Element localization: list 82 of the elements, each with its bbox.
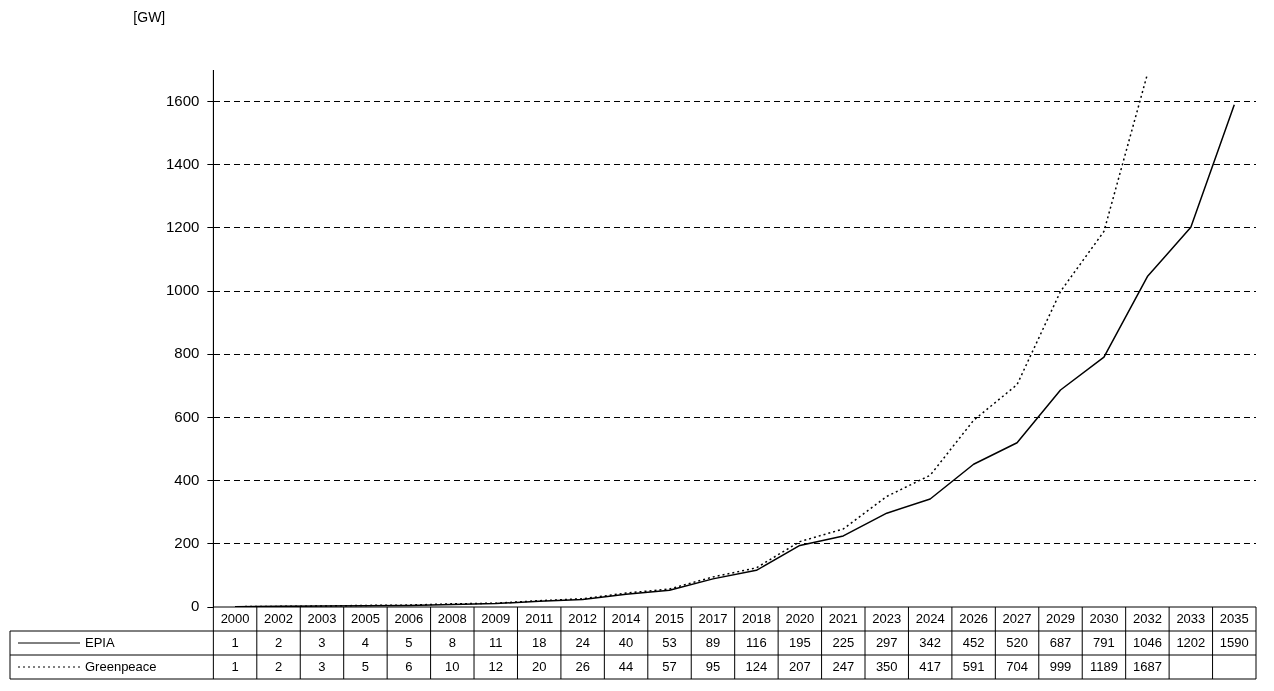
data-label: 124 xyxy=(745,658,768,674)
x-tick-label: 2008 xyxy=(437,610,467,626)
data-label: 20 xyxy=(531,658,547,674)
x-tick-label: 2027 xyxy=(1002,610,1032,626)
y-tick-label: 1600 xyxy=(165,91,200,109)
data-label: 18 xyxy=(531,634,547,650)
data-label: 4 xyxy=(361,634,370,650)
data-label: 520 xyxy=(1006,634,1028,650)
data-label: 342 xyxy=(919,634,942,650)
data-label: 24 xyxy=(575,634,590,650)
x-tick-label: 2023 xyxy=(872,610,902,626)
data-label: 195 xyxy=(789,634,811,650)
legend-label: EPIA xyxy=(85,634,115,650)
y-tick-label: 1400 xyxy=(165,154,200,172)
data-label: 1046 xyxy=(1132,634,1162,650)
y-tick-label: 1000 xyxy=(165,281,200,299)
data-label: 95 xyxy=(705,658,721,674)
x-tick-label: 2017 xyxy=(698,610,728,626)
data-label: 26 xyxy=(575,658,590,674)
x-tick-label: 2003 xyxy=(307,610,337,626)
x-tick-label: 2005 xyxy=(350,610,380,626)
x-tick-label: 2018 xyxy=(741,610,771,626)
x-tick-label: 2029 xyxy=(1046,610,1075,626)
data-label: 89 xyxy=(705,634,721,650)
x-tick-label: 2014 xyxy=(611,610,641,626)
data-label: 1189 xyxy=(1089,658,1118,674)
data-label: 2 xyxy=(274,634,283,650)
data-label: 1590 xyxy=(1219,634,1249,650)
data-label: 1 xyxy=(231,658,239,674)
data-label: 3 xyxy=(318,658,326,674)
data-label: 247 xyxy=(832,658,855,674)
x-tick-label: 2021 xyxy=(828,610,858,626)
x-tick-label: 2020 xyxy=(785,610,815,626)
x-tick-label: 2015 xyxy=(655,610,684,626)
y-tick-label: 600 xyxy=(174,407,200,425)
data-label: 225 xyxy=(832,634,855,650)
data-label: 11 xyxy=(489,634,503,650)
x-tick-label: 2006 xyxy=(394,610,424,626)
data-label: 452 xyxy=(962,634,985,650)
x-tick-label: 2033 xyxy=(1176,610,1206,626)
data-label: 3 xyxy=(318,634,326,650)
data-label: 57 xyxy=(662,658,677,674)
y-axis-title: [GW] xyxy=(133,8,166,25)
data-label: 297 xyxy=(875,634,898,650)
data-label: 12 xyxy=(488,658,503,674)
data-label: 417 xyxy=(919,658,942,674)
y-tick-label: 800 xyxy=(174,344,200,362)
data-label: 5 xyxy=(361,658,370,674)
data-label: 207 xyxy=(789,658,811,674)
data-label: 40 xyxy=(618,634,634,650)
x-tick-label: 2011 xyxy=(525,610,554,626)
data-label: 1202 xyxy=(1176,634,1206,650)
data-label: 1 xyxy=(231,634,239,650)
data-label: 791 xyxy=(1093,634,1115,650)
data-label: 44 xyxy=(618,658,634,674)
data-label: 591 xyxy=(962,658,985,674)
data-label: 1687 xyxy=(1132,658,1162,674)
x-tick-label: 2009 xyxy=(481,610,511,626)
x-tick-label: 2002 xyxy=(264,610,293,626)
x-tick-label: 2000 xyxy=(220,610,250,626)
x-tick-label: 2026 xyxy=(959,610,989,626)
x-tick-label: 2024 xyxy=(915,610,945,626)
data-label: 350 xyxy=(875,658,898,674)
y-tick-label: 400 xyxy=(174,470,200,488)
data-label: 704 xyxy=(1006,658,1028,674)
x-tick-label: 2030 xyxy=(1089,610,1119,626)
data-label: 116 xyxy=(746,634,767,650)
x-tick-label: 2012 xyxy=(568,610,598,626)
y-tick-label: 0 xyxy=(191,597,200,615)
legend-label: Greenpeace xyxy=(85,658,157,674)
x-tick-label: 2032 xyxy=(1132,610,1162,626)
data-label: 999 xyxy=(1049,658,1072,674)
data-label: 8 xyxy=(448,634,456,650)
data-label: 10 xyxy=(445,658,460,674)
x-tick-label: 2035 xyxy=(1219,610,1249,626)
y-tick-label: 200 xyxy=(174,533,200,551)
data-label: 2 xyxy=(274,658,283,674)
data-label: 5 xyxy=(405,634,413,650)
data-label: 6 xyxy=(405,658,413,674)
data-label: 687 xyxy=(1049,634,1072,650)
y-tick-label: 1200 xyxy=(165,218,200,236)
data-label: 53 xyxy=(662,634,677,650)
